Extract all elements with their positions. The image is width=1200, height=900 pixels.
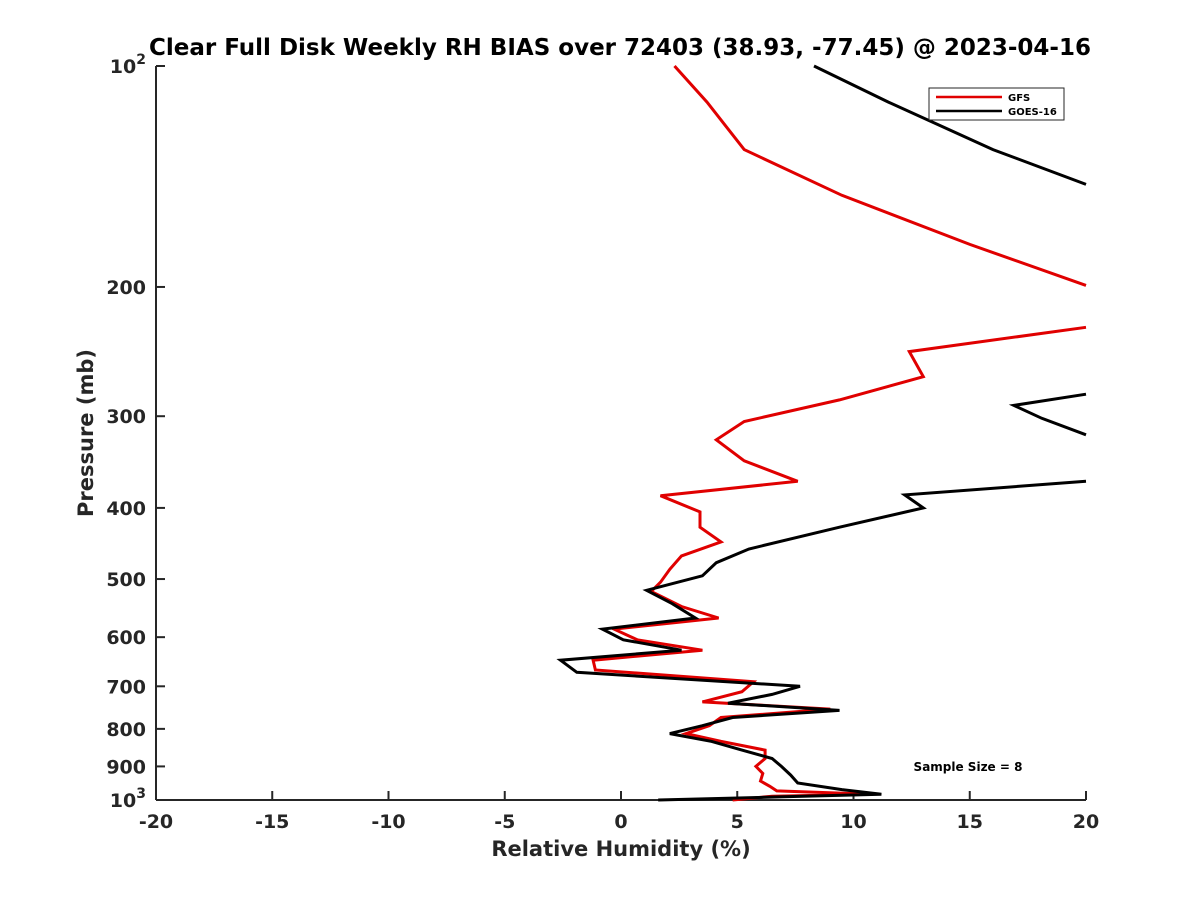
x-ticks: -20 -15 -10 -5 0 5 10 15 20 xyxy=(139,791,1099,833)
y-tick-exponent: 3 xyxy=(136,786,146,802)
legend-box xyxy=(928,87,1065,121)
x-tick-label: -20 xyxy=(139,811,173,833)
y-tick-base: 10 xyxy=(110,56,136,78)
y-tick-label: 600 xyxy=(106,627,146,649)
series-layer xyxy=(556,64,1087,802)
series-line-gfs xyxy=(591,64,1087,802)
series-line-goes16 xyxy=(556,64,1087,802)
axes xyxy=(155,66,1086,801)
y-tick-label: 300 xyxy=(106,406,146,428)
y-tick-label: 200 xyxy=(106,277,146,299)
y-tick-base: 10 xyxy=(110,790,136,812)
y-tick-exponent: 2 xyxy=(136,52,146,68)
chart-title: Clear Full Disk Weekly RH BIAS over 7240… xyxy=(149,35,1091,61)
x-tick-label: 10 xyxy=(840,811,866,833)
y-tick-label: 900 xyxy=(106,756,146,778)
y-tick-label: 400 xyxy=(106,498,146,520)
x-axis-label: Relative Humidity (%) xyxy=(491,837,750,861)
y-tick-label: 103 xyxy=(110,786,146,812)
x-tick-label: 0 xyxy=(614,811,627,833)
x-tick-label: -10 xyxy=(371,811,405,833)
x-tick-label: 5 xyxy=(731,811,744,833)
legend-label-gfs: GFS xyxy=(1008,93,1030,104)
sample-size-annotation: Sample Size = 8 xyxy=(914,760,1023,774)
y-axis-label: Pressure (mb) xyxy=(74,349,98,517)
x-tick-label: 20 xyxy=(1073,811,1099,833)
y-tick-label: 500 xyxy=(106,569,146,591)
legend: GFS GOES-16 xyxy=(928,87,1065,121)
y-tick-label: 102 xyxy=(110,52,146,78)
x-tick-label: 15 xyxy=(957,811,983,833)
legend-label-goes16: GOES-16 xyxy=(1008,107,1057,118)
y-tick-label: 700 xyxy=(106,676,146,698)
y-tick-label: 800 xyxy=(106,719,146,741)
x-tick-label: -15 xyxy=(255,811,289,833)
x-tick-label: -5 xyxy=(494,811,515,833)
